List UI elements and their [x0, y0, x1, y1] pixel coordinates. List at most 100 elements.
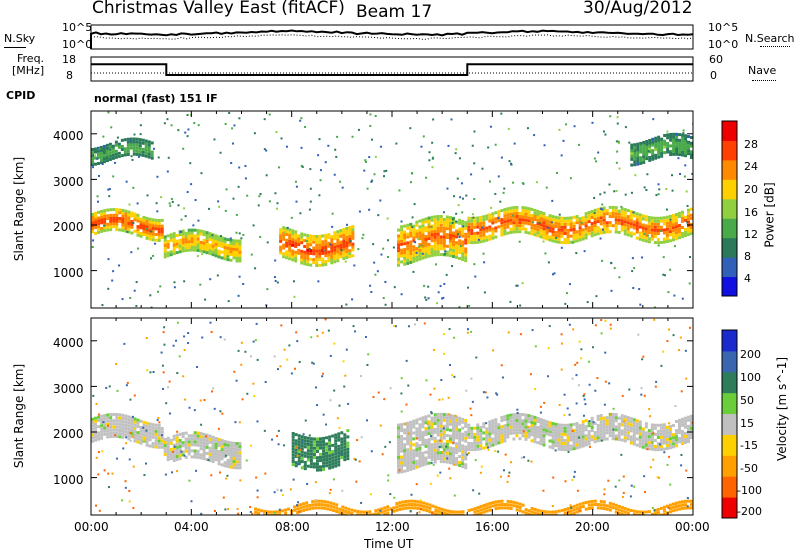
power-cell: [336, 233, 340, 237]
power-cell: [644, 233, 648, 237]
velocity-cell: [647, 429, 651, 433]
velocity-cell: [386, 511, 390, 515]
velocity-speckle: [299, 461, 302, 464]
power-cell: [339, 252, 343, 256]
velocity-cell: [303, 460, 307, 464]
power-cell: [318, 240, 322, 244]
power-cell: [397, 234, 401, 238]
power-speckle: [512, 181, 515, 184]
power-cell: [461, 234, 465, 238]
power-cell: [512, 230, 516, 234]
velocity-cell: [617, 416, 621, 420]
power-speckle: [662, 256, 665, 259]
velocity-cell: [272, 513, 276, 515]
velocity-cell: [356, 517, 359, 520]
velocity-cell: [410, 503, 414, 507]
velocity-cell: [611, 431, 615, 435]
velocity-cell: [442, 430, 446, 434]
velocity-cell: [306, 452, 310, 456]
velocity-speckle: [592, 421, 595, 424]
power-cell: [421, 238, 425, 242]
power-cell: [418, 225, 422, 229]
power-cell: [433, 224, 437, 228]
velocity-cell: [103, 417, 107, 421]
velocity-speckle: [143, 474, 146, 477]
velocity-cell: [130, 435, 134, 439]
velocity-cell: [455, 418, 459, 422]
velocity-cell: [406, 448, 410, 452]
velocity-speckle: [400, 392, 403, 395]
velocity-speckle: [301, 441, 304, 444]
power-cell: [467, 228, 471, 232]
power-cell: [509, 212, 513, 216]
velocity-cell: [217, 437, 221, 441]
power-speckle: [455, 212, 458, 215]
velocity-cell: [433, 427, 437, 431]
velocity-cell: [506, 429, 510, 433]
power-cell: [674, 228, 678, 232]
velocity-speckle: [430, 411, 433, 414]
velocity-speckle: [322, 413, 325, 416]
power-speckle: [617, 142, 620, 145]
velocity-cell: [599, 414, 603, 418]
velocity-cell: [386, 508, 390, 512]
power-cell: [461, 252, 465, 256]
frequency-line: [91, 63, 693, 76]
velocity-cell: [326, 504, 330, 508]
velocity-cell: [629, 429, 633, 433]
power-speckle: [382, 247, 385, 250]
power-cell: [653, 228, 657, 232]
velocity-cell: [211, 447, 215, 451]
velocity-speckle: [193, 409, 196, 412]
velocity-cell: [127, 427, 131, 431]
velocity-speckle: [116, 389, 119, 392]
power-speckle: [180, 230, 183, 233]
velocity-speckle: [527, 459, 530, 462]
power-cell: [542, 221, 546, 225]
power-cell: [103, 214, 107, 218]
power-cell: [644, 218, 648, 222]
power-speckle: [451, 265, 454, 268]
velocity-cell: [524, 425, 528, 429]
velocity-speckle: [685, 377, 688, 380]
power-cell: [651, 140, 655, 144]
power-speckle: [136, 247, 139, 250]
velocity-cell: [163, 447, 167, 451]
velocity-cell: [317, 499, 321, 503]
velocity-cell: [638, 426, 642, 430]
velocity-cell: [506, 435, 510, 439]
power-cell: [452, 231, 456, 235]
velocity-cell: [524, 434, 528, 438]
power-cell: [657, 149, 661, 153]
velocity-cell: [653, 426, 657, 430]
velocity-cell: [178, 438, 182, 442]
velocity-cell: [602, 503, 606, 507]
power-cell: [539, 214, 543, 218]
velocity-cell: [181, 441, 185, 445]
power-cell: [686, 208, 690, 212]
power-speckle: [237, 185, 240, 188]
power-cell: [669, 144, 673, 148]
power-cell: [217, 243, 221, 247]
velocity-cell: [424, 462, 428, 466]
velocity-cell: [464, 421, 468, 425]
power-cell: [623, 211, 627, 215]
velocity-cell: [596, 430, 600, 434]
velocity-cell: [406, 427, 410, 431]
power-cell: [300, 232, 304, 236]
velocity-speckle: [580, 348, 583, 351]
velocity-cell: [659, 441, 663, 445]
power-speckle: [450, 118, 453, 121]
velocity-cell: [590, 419, 594, 423]
velocity-cell: [455, 436, 459, 440]
velocity-cell: [337, 432, 341, 436]
power-speckle: [177, 129, 180, 132]
power-cell: [285, 232, 289, 236]
power-cell: [94, 220, 98, 224]
velocity-cell: [406, 451, 410, 455]
velocity-cell: [422, 508, 426, 512]
velocity-cell: [554, 428, 558, 432]
velocity-cell: [160, 439, 164, 443]
power-cell: [464, 256, 468, 260]
power-cell: [611, 211, 615, 215]
